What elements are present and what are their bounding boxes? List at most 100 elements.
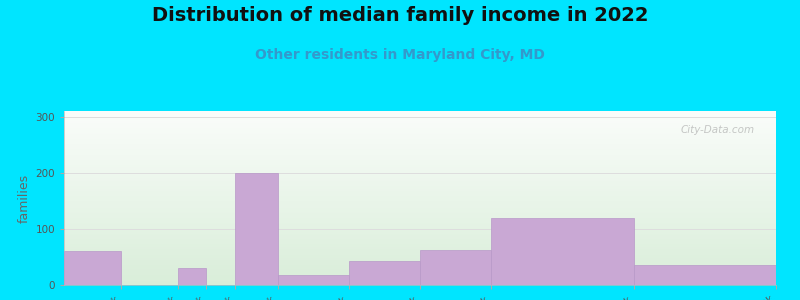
- Bar: [64, 135, 776, 136]
- Bar: [64, 129, 776, 130]
- Bar: [64, 182, 776, 183]
- Bar: [64, 128, 776, 129]
- Bar: [64, 204, 776, 205]
- Bar: [64, 173, 776, 174]
- Bar: [64, 193, 776, 194]
- Bar: [64, 231, 776, 232]
- Bar: [64, 267, 776, 268]
- Bar: [64, 117, 776, 118]
- Bar: [64, 229, 776, 230]
- Bar: [64, 170, 776, 171]
- Bar: [64, 237, 776, 238]
- Bar: [64, 245, 776, 246]
- Bar: [64, 190, 776, 191]
- Bar: [64, 120, 776, 121]
- Bar: [64, 248, 776, 249]
- Bar: [64, 194, 776, 195]
- Bar: [64, 233, 776, 234]
- Bar: [64, 284, 776, 285]
- Bar: [64, 187, 776, 188]
- Bar: [64, 134, 776, 135]
- Bar: [64, 157, 776, 158]
- Bar: [64, 224, 776, 225]
- Bar: [64, 203, 776, 204]
- Bar: [64, 264, 776, 265]
- Bar: [64, 132, 776, 133]
- Bar: [64, 165, 776, 166]
- Bar: [64, 177, 776, 178]
- Bar: [64, 281, 776, 282]
- Bar: [64, 163, 776, 164]
- Bar: [64, 258, 776, 259]
- Bar: [64, 212, 776, 213]
- Bar: [64, 189, 776, 190]
- Bar: [64, 112, 776, 113]
- Bar: [64, 146, 776, 147]
- Bar: [64, 192, 776, 193]
- Bar: [64, 158, 776, 159]
- Bar: [64, 274, 776, 275]
- Bar: [64, 259, 776, 260]
- Bar: [64, 230, 776, 231]
- Bar: [64, 133, 776, 134]
- Bar: [64, 137, 776, 138]
- Bar: [64, 255, 776, 256]
- Bar: [64, 216, 776, 217]
- Bar: [64, 232, 776, 233]
- Bar: [64, 222, 776, 223]
- Bar: [64, 144, 776, 145]
- Bar: [64, 280, 776, 281]
- Bar: [64, 186, 776, 187]
- Bar: [64, 147, 776, 148]
- Bar: [64, 226, 776, 227]
- Bar: [64, 198, 776, 199]
- Bar: [64, 161, 776, 162]
- Bar: [64, 159, 776, 160]
- Bar: [64, 227, 776, 228]
- Bar: [64, 228, 776, 229]
- Bar: [64, 256, 776, 257]
- Bar: [64, 183, 776, 184]
- Bar: [64, 195, 776, 196]
- Bar: [64, 114, 776, 115]
- Bar: [64, 149, 776, 150]
- Bar: [64, 268, 776, 269]
- Bar: [278, 275, 349, 285]
- Bar: [64, 234, 776, 235]
- Bar: [64, 127, 776, 128]
- Bar: [64, 116, 776, 117]
- Bar: [64, 168, 776, 169]
- Bar: [64, 244, 776, 245]
- Bar: [64, 140, 776, 141]
- Bar: [64, 242, 776, 243]
- Bar: [64, 148, 776, 149]
- Bar: [64, 219, 776, 220]
- Bar: [64, 166, 776, 167]
- Bar: [64, 272, 776, 273]
- Bar: [64, 266, 776, 267]
- Bar: [64, 249, 776, 250]
- Bar: [64, 184, 776, 185]
- Bar: [64, 131, 776, 132]
- Y-axis label: families: families: [18, 173, 31, 223]
- Bar: [349, 261, 420, 285]
- Bar: [64, 174, 776, 175]
- Bar: [64, 178, 776, 179]
- Bar: [64, 200, 776, 201]
- Bar: [64, 269, 776, 270]
- Bar: [64, 160, 776, 161]
- Bar: [64, 243, 776, 244]
- Bar: [64, 247, 776, 248]
- Bar: [64, 169, 776, 170]
- Bar: [64, 119, 776, 120]
- Bar: [64, 254, 776, 255]
- Bar: [491, 218, 634, 285]
- Bar: [64, 257, 776, 258]
- Bar: [64, 175, 776, 176]
- Bar: [64, 282, 776, 283]
- Bar: [64, 246, 776, 247]
- Bar: [64, 191, 776, 192]
- Bar: [64, 160, 776, 161]
- Bar: [64, 261, 776, 262]
- Bar: [64, 121, 776, 122]
